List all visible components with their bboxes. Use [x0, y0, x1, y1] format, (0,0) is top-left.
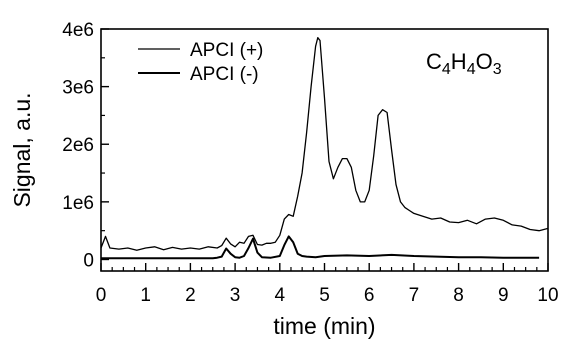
y-tick-label: 0	[83, 250, 94, 271]
x-tick-label: 3	[230, 285, 241, 306]
x-tick-label: 4	[275, 285, 286, 306]
y-axis-label: Signal, a.u.	[9, 92, 35, 207]
x-tick-label: 5	[319, 285, 330, 306]
legend: APCI (+) APCI (-)	[138, 40, 263, 85]
y-tick-label: 3e6	[62, 78, 94, 99]
series-line-2	[101, 235, 540, 260]
compound-formula: C4H4O3	[426, 49, 502, 78]
x-tick-label: 8	[453, 285, 464, 306]
legend-label: APCI (+)	[190, 40, 263, 61]
x-tick-label: 0	[96, 285, 107, 306]
x-tick-label: 7	[409, 285, 420, 306]
x-axis: 0 1 2 3 4 5 6 7 8 9 10	[96, 263, 559, 306]
y-tick-label: 2e6	[62, 135, 94, 156]
y-tick-label: 1e6	[62, 193, 94, 214]
series-line-1	[100, 36, 549, 251]
legend-label: APCI (-)	[190, 64, 259, 85]
x-tick-label: 2	[185, 285, 196, 306]
x-axis-label: time (min)	[273, 313, 375, 339]
x-tick-label: 10	[537, 285, 558, 306]
series-lines	[100, 36, 549, 260]
y-tick-label: 4e6	[62, 20, 94, 41]
y-axis: 0 1e6 2e6 3e6 4e6	[62, 20, 109, 271]
x-tick-label: 9	[498, 285, 509, 306]
x-tick-label: 1	[140, 285, 151, 306]
x-tick-label: 6	[364, 285, 375, 306]
